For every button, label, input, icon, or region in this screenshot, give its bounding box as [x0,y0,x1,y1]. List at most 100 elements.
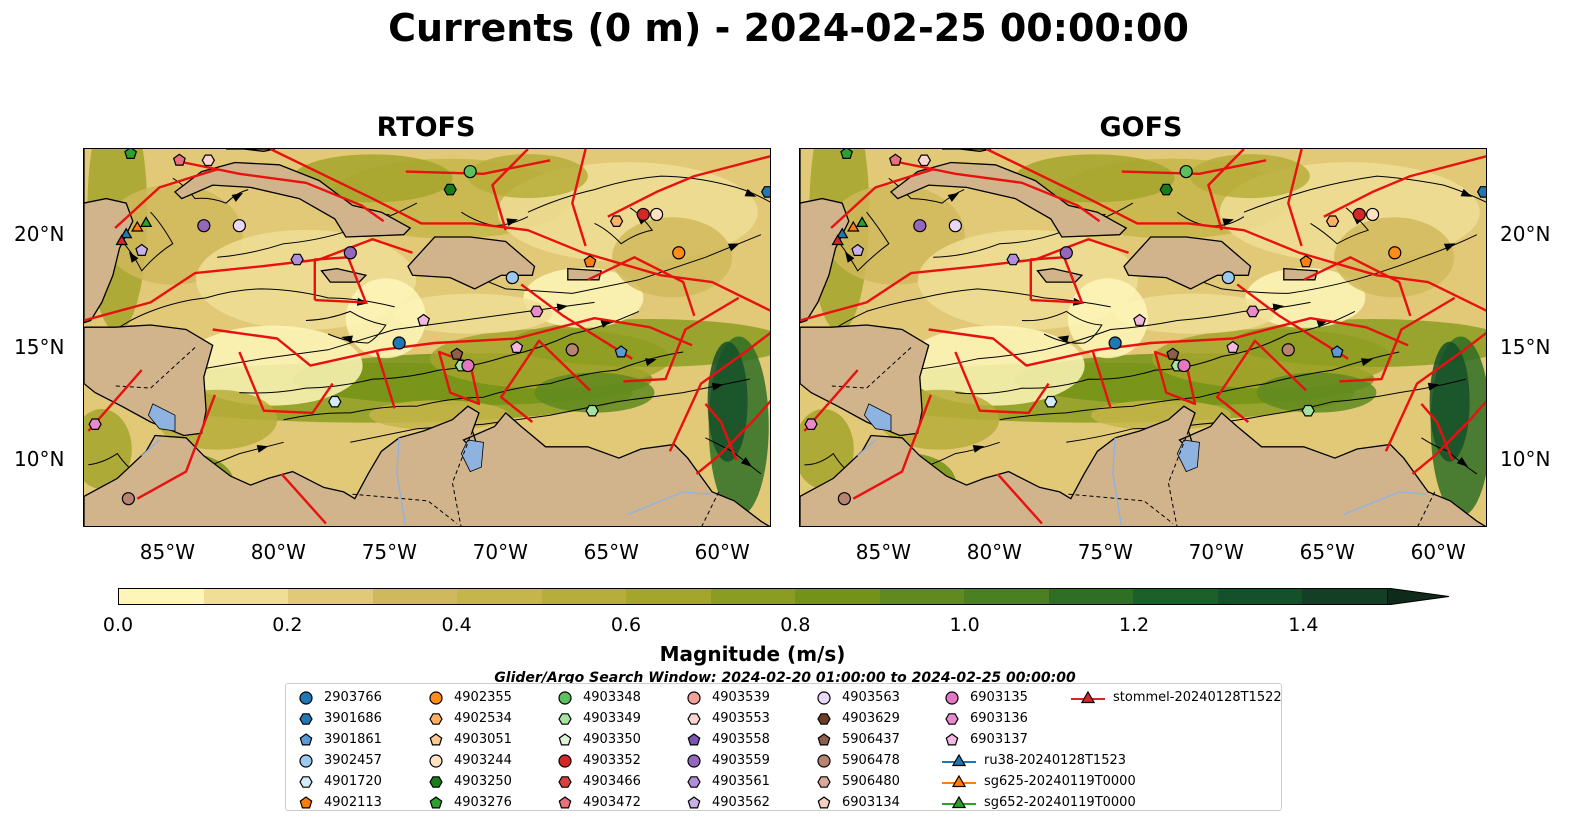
legend-circle-icon [429,753,443,768]
map-marker [124,149,138,159]
legend-pentagon-icon [687,795,701,808]
boundary-line [1153,350,1197,406]
streamline-arrow [556,303,569,312]
legend-label: 4903472 [583,795,641,810]
map-marker [1388,246,1402,260]
boundary-line [375,351,396,409]
streamline [194,301,595,371]
map-marker [197,219,211,233]
x-tick-label: 75°W [1077,540,1133,564]
y-tick-label-right: 10°N [1500,447,1551,472]
map-marker [1352,207,1366,222]
lake [863,403,892,432]
landmass-yucatan [84,149,134,324]
boundary-line [1091,351,1112,409]
map-marker [119,227,133,239]
legend-marker-icon [299,775,313,788]
legend-item: 4903629 [814,708,900,729]
boundary-line [996,473,1043,525]
streamline [305,310,387,344]
x-tick-label: 80°W [966,540,1022,564]
streamline-arrow [972,445,985,453]
boundary-line [405,159,551,175]
map-marker [837,492,851,506]
lake [1176,439,1200,473]
legend-circle-icon [429,690,443,705]
colorbar-segment [1048,589,1134,604]
legend-marker-icon [942,795,976,808]
boundary-line [623,296,740,383]
current-magnitude-patch [1231,319,1486,368]
legend-label: 4903051 [454,732,512,747]
legend-marker-icon [558,712,572,725]
map-marker [417,313,431,326]
colorbar-segment [119,589,204,604]
boundary-line [280,473,327,525]
legend-pentagon-icon [817,795,831,808]
legend-label: sg625-20240119T0000 [984,774,1136,789]
legend-hexagon-icon [687,712,701,725]
streamline-arrow [1443,243,1456,252]
legend-hexagon-icon [945,712,959,725]
map-marker [917,154,931,167]
legend-pentagon-icon [429,732,443,745]
current-magnitude-patch [1091,400,1232,431]
colorbar-segment [541,589,627,604]
map-canvas [84,149,770,526]
legend-item: 4903558 [684,729,770,750]
map-marker [1281,343,1295,357]
current-magnitude-patch [1256,372,1377,413]
boundary-line [238,351,334,415]
boundary-line [800,237,1129,322]
streamline-arrow [129,251,139,263]
streamline-arrow [231,192,244,202]
map-marker [583,255,597,268]
streamline-arrow [341,335,353,344]
legend-hexagon-icon [687,775,701,788]
map-marker [88,418,102,430]
legend-marker-icon [429,712,443,725]
streamline-arrow [711,382,724,391]
river [1112,437,1123,526]
streamline-arrow [1222,218,1234,227]
landmass-hispaniola [1123,236,1252,290]
legend-marker-icon [429,775,443,788]
boundary-line [84,237,413,322]
legend-marker-icon [558,775,572,788]
legend-item: 4902355 [426,687,512,708]
boundary-line [1236,283,1349,360]
x-tick-label: 70°W [1188,540,1244,564]
legend-item: 6903135 [942,687,1136,708]
map-marker [1179,164,1193,179]
legend-circle-icon [687,690,701,705]
map-marker [1226,340,1240,353]
map-marker [672,246,686,260]
map-marker [1325,215,1340,228]
boundary-line [587,256,696,317]
colorbar-tick-label: 1.0 [949,614,980,636]
map-marker [461,358,475,373]
country-border [352,493,458,524]
landmass-florida [226,149,276,152]
legend-item: 4902534 [426,708,512,729]
map-marker [463,164,477,179]
streamline-arrow [600,320,613,328]
legend-item: 4903051 [426,729,512,750]
legend-hexagon-icon [817,712,831,725]
legend-hexagon-icon [558,712,572,725]
legend-item: 4903559 [684,750,770,771]
country-border [1167,430,1189,526]
map-marker [888,153,902,166]
current-magnitude-patch [182,325,363,406]
map-marker [139,216,153,228]
current-magnitude-patch [1014,154,1175,203]
legend-marker-icon [299,795,313,808]
boundary-line [985,149,1486,312]
legend-label: 4903244 [454,753,512,768]
streamline [955,310,1356,395]
legend-item: 4903561 [684,771,770,792]
legend-marker-icon [429,732,443,745]
legend-marker-icon [429,795,443,808]
colorbar-segment [795,589,880,604]
figure-title: Currents (0 m) - 2024-02-25 00:00:00 [388,6,1189,50]
